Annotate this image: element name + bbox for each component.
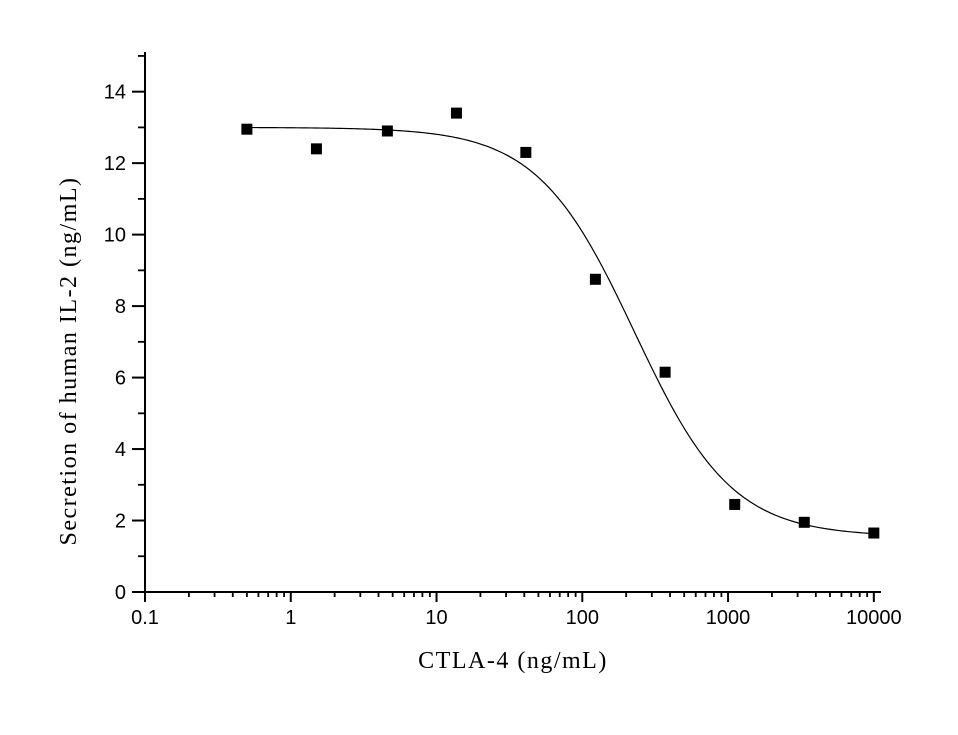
axes: [144, 52, 881, 593]
data-point-marker: [381, 125, 393, 137]
data-point-marker: [589, 273, 601, 285]
data-point-marker: [729, 498, 741, 510]
fit-curve: [246, 126, 874, 535]
x-tick-label: 10: [425, 607, 447, 629]
x-tick-label: 0.1: [131, 607, 159, 629]
y-tick-label: 8: [115, 296, 126, 318]
y-tick-label: 6: [115, 368, 126, 390]
data-point-marker: [520, 146, 532, 158]
data-point-marker: [310, 143, 322, 155]
data-series: [241, 107, 880, 539]
x-tick-label: 10000: [846, 607, 902, 629]
y-tick-label: 10: [104, 225, 126, 247]
y-tick-label: 0: [115, 582, 126, 604]
y-tick-label: 12: [104, 153, 126, 175]
y-tick-label: 2: [115, 511, 126, 533]
x-tick-label: 1000: [706, 607, 751, 629]
axis-ticks: [132, 55, 875, 602]
axis-lines: [144, 52, 881, 593]
data-point-marker: [659, 366, 671, 378]
x-tick-label: 100: [566, 607, 599, 629]
axis-tick-labels: 0 2 4 6 8 10 12 14 0.1 1 10 100 1000 10000: [104, 82, 902, 629]
data-point-marker: [798, 516, 810, 528]
x-tick-label: 1: [285, 607, 296, 629]
data-point-marker: [450, 107, 462, 119]
x-axis-title: CTLA-4 (ng/mL): [418, 648, 608, 674]
data-point-marker: [241, 123, 253, 135]
y-tick-label: 4: [115, 439, 126, 461]
y-axis-title: Secretion of human IL-2 (ng/mL): [56, 176, 82, 545]
y-tick-label: 14: [104, 82, 126, 104]
